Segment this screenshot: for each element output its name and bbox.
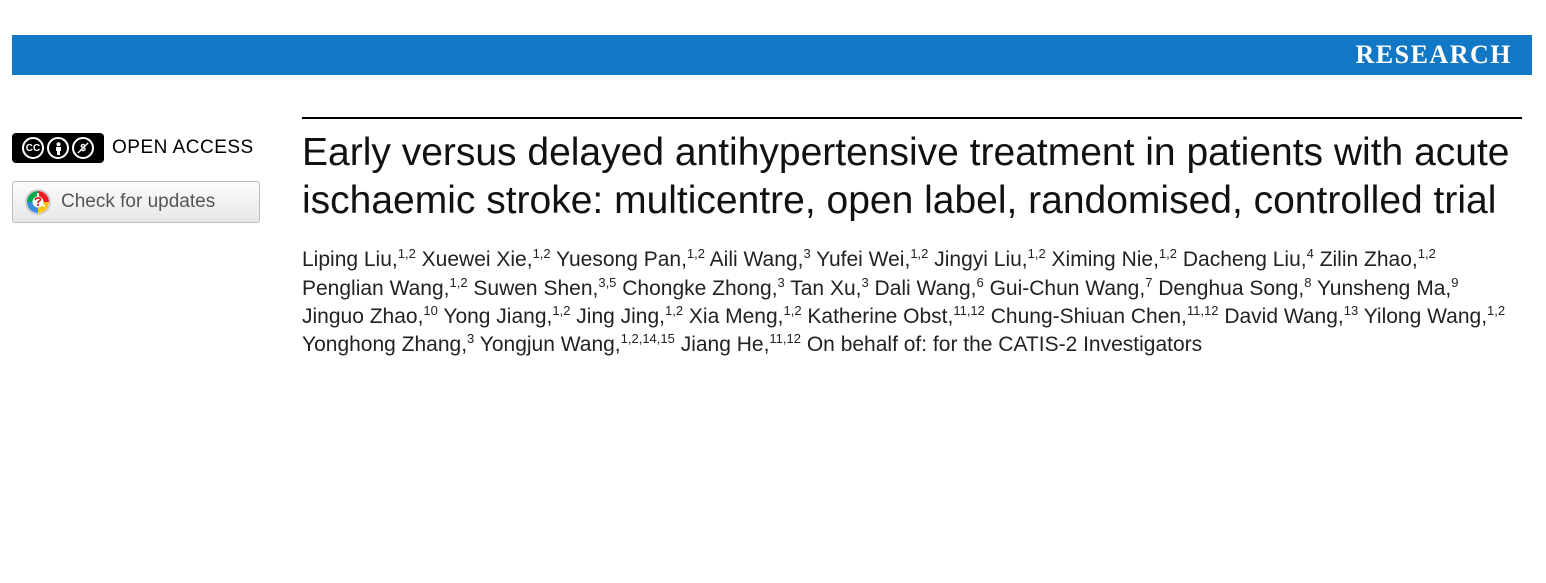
author-list: Liping Liu,1,2 Xuewei Xie,1,2 Yuesong Pa… bbox=[302, 246, 1522, 359]
sidebar: CC $ OPEN ACCESS Check for upd bbox=[12, 133, 282, 223]
check-updates-label: Check for updates bbox=[61, 191, 215, 213]
by-icon bbox=[47, 137, 69, 159]
article-title: Early versus delayed antihypertensive tr… bbox=[302, 129, 1522, 224]
banner-label: RESEARCH bbox=[1356, 40, 1512, 70]
open-access-label: OPEN ACCESS bbox=[112, 137, 254, 159]
article-header: Early versus delayed antihypertensive tr… bbox=[302, 117, 1522, 360]
crossmark-icon bbox=[25, 189, 51, 215]
cc-license-badge: CC $ bbox=[12, 133, 104, 163]
cc-icon: CC bbox=[22, 137, 44, 159]
check-updates-button[interactable]: Check for updates bbox=[12, 181, 260, 223]
open-access-row: CC $ OPEN ACCESS bbox=[12, 133, 282, 163]
section-banner: RESEARCH bbox=[12, 35, 1532, 75]
title-rule bbox=[302, 117, 1522, 119]
nc-icon: $ bbox=[72, 137, 94, 159]
